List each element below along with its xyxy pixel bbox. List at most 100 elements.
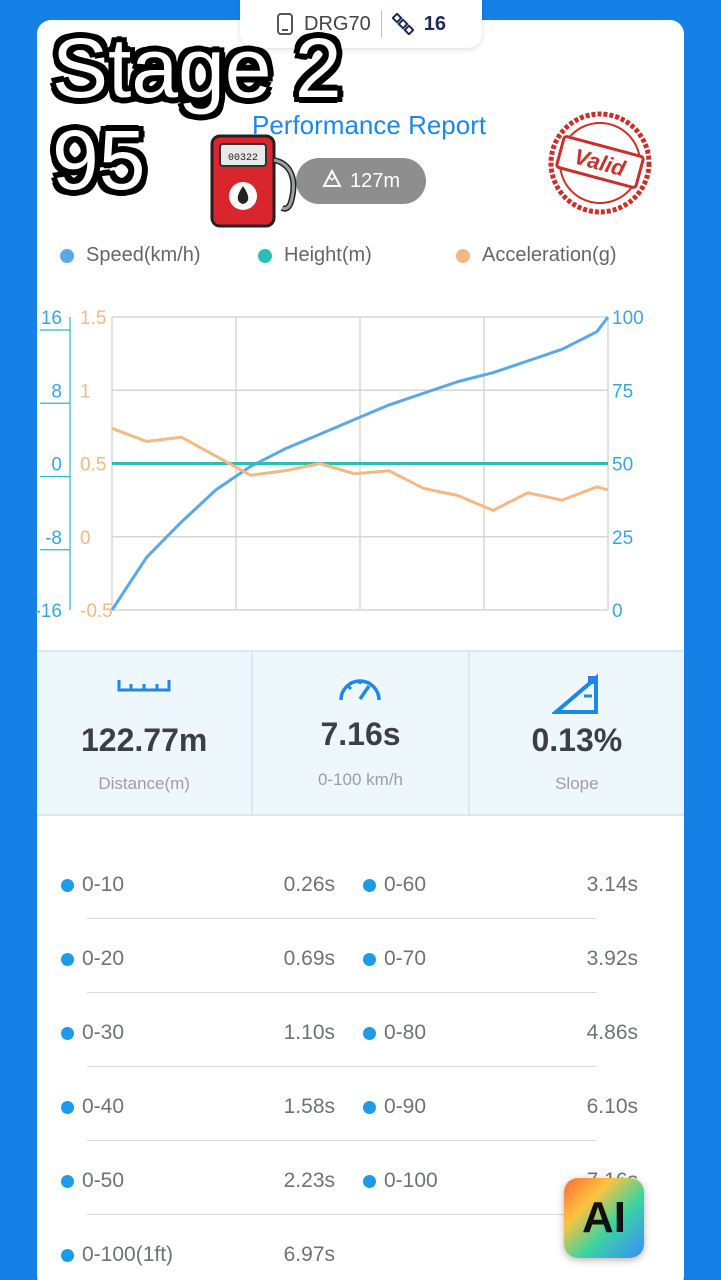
legend-dot-acceleration xyxy=(456,248,470,263)
series-line-acceleration xyxy=(111,426,609,512)
tick-label-speed: 50 xyxy=(612,455,633,476)
stage-overlay: Stage 2 95 xyxy=(52,22,342,206)
legend-label-acceleration: Acceleration(g) xyxy=(482,244,617,266)
split-dot xyxy=(61,952,74,966)
tick-label-acceleration: 1.5 xyxy=(80,308,106,329)
stat-label-time: 0-100 km/h xyxy=(317,770,404,789)
split-dot xyxy=(363,1100,376,1114)
split-range: 0-90 xyxy=(363,1095,426,1119)
split-time: 1.58s xyxy=(283,1095,335,1118)
split-range: 0-10 xyxy=(61,873,124,897)
split-time: 3.14s xyxy=(586,873,638,896)
satellite-count: 16 xyxy=(423,12,446,35)
chart-legend: Speed(km/h) Height(m) Acceleration(g) xyxy=(60,244,660,267)
tick-label-acceleration: 1 xyxy=(80,381,91,402)
stat-value-slope: 0.13% xyxy=(531,722,623,758)
split-range: 0-60 xyxy=(363,873,426,897)
split-dot xyxy=(61,878,74,892)
legend-dot-speed xyxy=(60,248,74,263)
performance-chart: 16 8 0 -8 -16 1.5 1 0.5 0 -0.5 100 75 50 25 0 xyxy=(35,308,644,620)
altitude-value: 127m xyxy=(349,169,401,192)
tick-label-acceleration: 0.5 xyxy=(80,455,106,476)
split-dot xyxy=(363,878,376,892)
device-status-pill[interactable]: DRG70 16 xyxy=(240,0,482,48)
slope-icon xyxy=(551,673,598,714)
tick-label-height: 8 xyxy=(51,381,62,402)
split-range: 0-40 xyxy=(61,1095,124,1119)
split-dot xyxy=(61,1248,74,1262)
stat-label-distance: Distance(m) xyxy=(98,774,190,793)
altitude-badge: 127m xyxy=(296,158,426,204)
split-range: 0-100 xyxy=(363,1169,438,1193)
split-dot xyxy=(363,1026,376,1040)
split-time: 3.92s xyxy=(586,947,638,970)
pill-divider xyxy=(380,11,382,37)
stat-acceleration-time: 7.16s 0-100 km/h xyxy=(253,652,470,814)
fuel-pump-icon: 00322 xyxy=(210,134,297,228)
legend-item-speed[interactable]: Speed(km/h) xyxy=(60,244,258,267)
split-row: 0-100(1ft) 6.97s xyxy=(37,1215,684,1280)
split-range: 0-80 xyxy=(363,1021,426,1045)
stat-value-time: 7.16s xyxy=(320,716,401,752)
legend-item-height[interactable]: Height(m) xyxy=(258,244,456,267)
split-range: 0-20 xyxy=(61,947,124,971)
split-range: 0-30 xyxy=(61,1021,124,1045)
tick-label-height: 0 xyxy=(51,455,62,476)
split-time: 1.10s xyxy=(283,1021,335,1044)
tick-label-speed: 75 xyxy=(612,381,633,402)
tick-label-height: -8 xyxy=(45,528,62,549)
tick-label-height: 16 xyxy=(41,308,62,329)
ai-badge-text: AI xyxy=(582,1193,626,1242)
stats-panel: 122.77m Distance(m) 7.16s 0-100 km/h 0.1… xyxy=(37,650,684,816)
split-range: 0-50 xyxy=(61,1169,124,1193)
split-divider xyxy=(87,1140,597,1141)
back-arrow-icon[interactable]: ← xyxy=(55,112,89,150)
stat-distance: 122.77m Distance(m) xyxy=(37,652,254,814)
stat-label-slope: Slope xyxy=(555,774,599,793)
legend-label-height: Height(m) xyxy=(284,244,372,266)
legend-dot-height xyxy=(258,248,272,263)
split-row: 0-10 0.26s 0-60 3.14s xyxy=(37,845,684,919)
ruler-icon xyxy=(117,680,171,692)
split-row: 0-30 1.10s 0-80 4.86s xyxy=(37,993,684,1067)
stage-label: Stage 2 xyxy=(52,21,342,115)
split-time: 2.23s xyxy=(283,1169,335,1192)
series-line-speed xyxy=(110,316,610,611)
tick-label-speed: 0 xyxy=(612,601,623,620)
split-time: 0.26s xyxy=(283,873,335,896)
tick-label-speed: 25 xyxy=(612,528,633,549)
fuel-octane: 95 xyxy=(52,113,146,207)
legend-item-acceleration[interactable]: Acceleration(g) xyxy=(456,244,617,267)
page-title: Performance Report xyxy=(252,110,487,140)
split-dot xyxy=(363,1174,376,1188)
split-time: 6.97s xyxy=(283,1243,335,1266)
satellite-icon xyxy=(391,13,414,35)
phone-icon xyxy=(277,13,294,35)
valid-stamp: Valid xyxy=(548,111,652,215)
svg-text:00322: 00322 xyxy=(228,153,258,164)
legend-label-speed: Speed(km/h) xyxy=(86,244,201,266)
split-dot xyxy=(363,952,376,966)
split-dot xyxy=(61,1174,74,1188)
split-row: 0-50 2.23s 0-100 7.16s xyxy=(37,1141,684,1215)
tick-label-speed: 100 xyxy=(612,308,644,329)
device-name: DRG70 xyxy=(304,12,371,35)
split-range: 0-70 xyxy=(363,947,426,971)
split-divider xyxy=(87,1214,597,1215)
split-row: 0-40 1.58s 0-90 6.10s xyxy=(37,1067,684,1141)
split-divider xyxy=(87,992,597,993)
tick-label-acceleration: 0 xyxy=(80,528,91,549)
split-row: 0-20 0.69s 0-70 3.92s xyxy=(37,919,684,993)
mountain-icon xyxy=(322,168,342,193)
split-time: 0.69s xyxy=(283,947,335,970)
tick-label-height: -16 xyxy=(35,601,62,620)
stat-value-distance: 122.77m xyxy=(81,722,208,758)
split-time: 6.10s xyxy=(586,1095,638,1118)
split-divider xyxy=(87,1066,597,1067)
split-dot xyxy=(61,1100,74,1114)
split-range: 0-100(1ft) xyxy=(61,1243,173,1267)
split-time: 4.86s xyxy=(586,1021,638,1044)
split-dot xyxy=(61,1026,74,1040)
speedometer-icon xyxy=(339,679,382,701)
ai-badge[interactable]: AI xyxy=(564,1178,644,1258)
